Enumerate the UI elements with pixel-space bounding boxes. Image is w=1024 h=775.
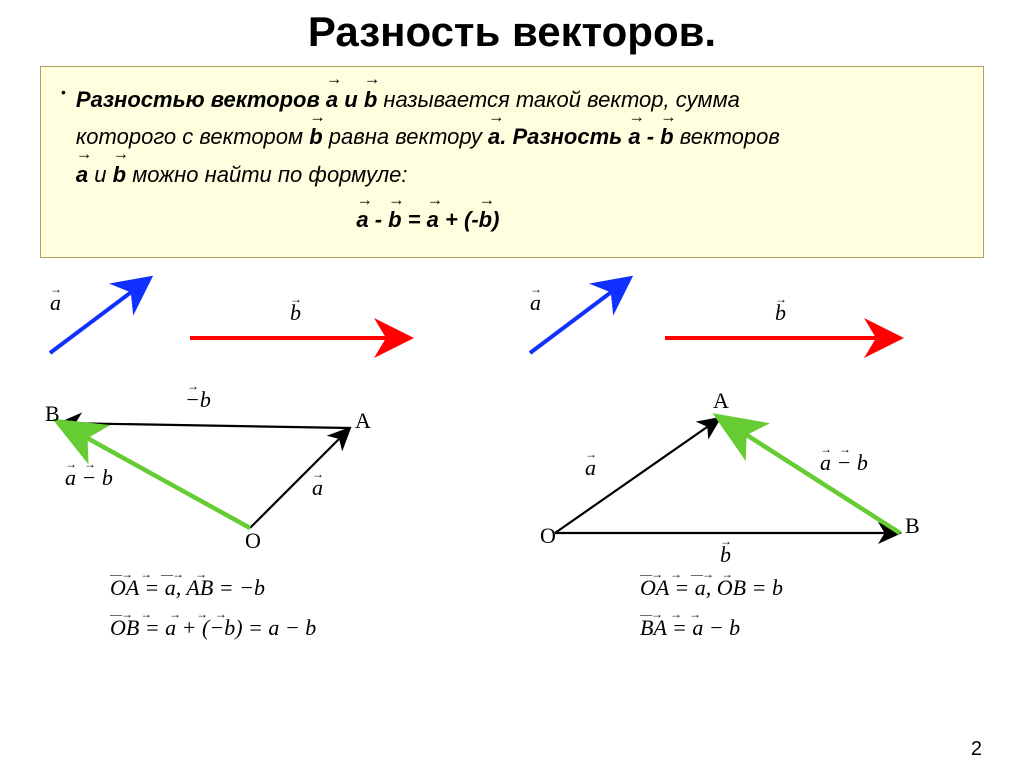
label-b-right: →b [720, 540, 731, 568]
left-AB [60, 423, 350, 428]
vector-a-right [530, 278, 630, 353]
diagram-area: →a →b →a →b B A O →−b → →a − b →a O A B … [0, 268, 1024, 728]
right-OA [555, 418, 720, 533]
label-O-left: O [245, 528, 261, 554]
definition-box: • Разностью векторов a и b называется та… [40, 66, 984, 258]
bullet-icon: • [61, 81, 66, 105]
label-b-top-left: →b [290, 298, 301, 326]
label-a-right: →a [585, 453, 596, 481]
label-b-top-right: →b [775, 298, 786, 326]
label-A-right: A [713, 388, 729, 414]
formula: a - b = a + (-b) [76, 201, 780, 238]
label-a-top-left: →a [50, 288, 61, 316]
left-OA [250, 428, 350, 528]
label-B-left: B [45, 401, 60, 427]
eq-right-1: —→ → —→ → OA = a, OB = b [640, 573, 783, 601]
label-B-right: B [905, 513, 920, 539]
page-number: 2 [971, 738, 982, 761]
definition-text: Разностью векторов a и b называется тако… [76, 81, 780, 239]
label-a-top-right: →a [530, 288, 541, 316]
diagram-svg [0, 268, 1024, 728]
label-A-left: A [355, 408, 371, 434]
label-negb-left: →−b [185, 385, 211, 413]
label-amb-left: → →a − b [65, 463, 113, 491]
eq-right-2: —→ → → BA = a − b [640, 613, 740, 641]
page-title: Разность векторов. [0, 8, 1024, 56]
label-O-right: O [540, 523, 556, 549]
label-amb-right: → →a − b [820, 448, 868, 476]
eq-left-2: —→ → → → → OB = a + (−b) = a − b [110, 613, 316, 641]
right-BA [720, 418, 900, 533]
eq-left-1: —→ → —→ → OA = a, AB = −b [110, 573, 265, 601]
vector-a-left [50, 278, 150, 353]
label-a-left: →a [312, 473, 323, 501]
